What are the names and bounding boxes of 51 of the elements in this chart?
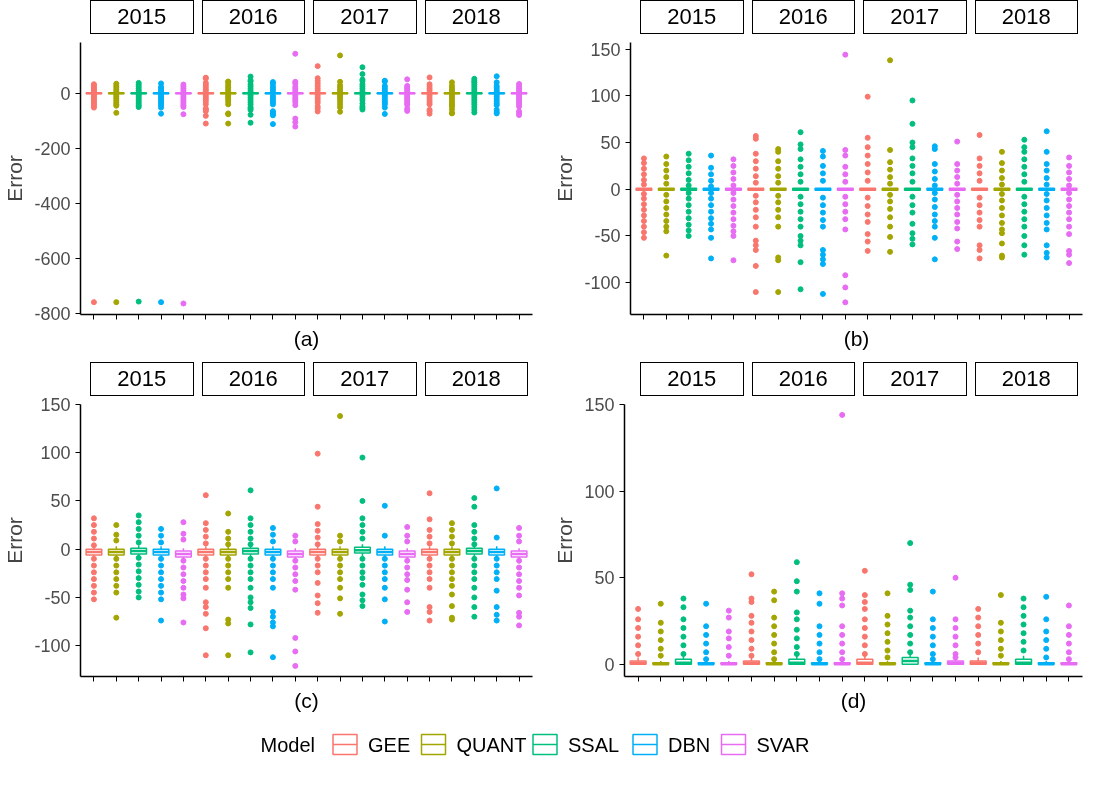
text: 2017 bbox=[313, 0, 417, 34]
text: 2018 bbox=[974, 362, 1078, 396]
y-tick-label: 0 bbox=[610, 179, 621, 200]
text: 2016 bbox=[201, 0, 305, 34]
text: 2016 bbox=[201, 362, 305, 396]
y-tick-label: 150 bbox=[40, 395, 71, 415]
y-tick-label: -100 bbox=[34, 636, 71, 657]
y-tick-label: 0 bbox=[60, 83, 71, 104]
y-axis-title: Error bbox=[3, 155, 27, 202]
text: 2018 bbox=[974, 0, 1078, 34]
text: 2016 bbox=[751, 362, 855, 396]
text: (a) bbox=[293, 326, 320, 350]
legend-label: SSAL bbox=[568, 733, 620, 756]
text: (b) bbox=[843, 326, 870, 350]
y-axis-title: Error bbox=[553, 155, 577, 202]
text: 2015 bbox=[90, 362, 194, 396]
y-tick-label: 150 bbox=[584, 395, 615, 415]
y-tick-label: 0 bbox=[60, 539, 71, 560]
y-tick-label: 50 bbox=[594, 568, 615, 589]
legend-title: Model bbox=[260, 733, 315, 756]
y-tick-label: 50 bbox=[50, 491, 71, 512]
y-tick-label: -50 bbox=[594, 226, 621, 247]
text: 2015 bbox=[640, 362, 744, 396]
y-tick-label: 150 bbox=[590, 39, 621, 60]
text: 2016 bbox=[751, 0, 855, 34]
y-tick-label: -400 bbox=[34, 193, 71, 214]
y-tick-label: -600 bbox=[34, 248, 71, 269]
text: 2015 bbox=[640, 0, 744, 34]
y-tick-label: 100 bbox=[40, 443, 71, 464]
y-tick-label: 100 bbox=[584, 481, 615, 502]
text: 2017 bbox=[863, 0, 967, 34]
legend-label: SVAR bbox=[756, 733, 810, 756]
text: 2018 bbox=[424, 362, 528, 396]
y-tick-label: 50 bbox=[600, 133, 621, 154]
y-tick-label: -100 bbox=[584, 273, 621, 294]
text: (d) bbox=[840, 688, 867, 712]
y-tick-label: 100 bbox=[590, 86, 621, 107]
text: (c) bbox=[294, 688, 319, 712]
y-tick-label: -200 bbox=[34, 138, 71, 159]
legend-label: GEE bbox=[368, 733, 411, 756]
y-tick-label: -50 bbox=[44, 587, 71, 608]
legend-label: QUANT bbox=[456, 733, 527, 756]
y-axis-title: Error bbox=[3, 517, 27, 564]
y-tick-label: -800 bbox=[34, 303, 71, 324]
legend-label: DBN bbox=[668, 733, 711, 756]
text: 2017 bbox=[863, 362, 967, 396]
y-tick-label: 0 bbox=[604, 654, 615, 675]
text: 2017 bbox=[313, 362, 417, 396]
text: 2015 bbox=[90, 0, 194, 34]
y-axis-title: Error bbox=[553, 517, 577, 564]
text: 2018 bbox=[424, 0, 528, 34]
